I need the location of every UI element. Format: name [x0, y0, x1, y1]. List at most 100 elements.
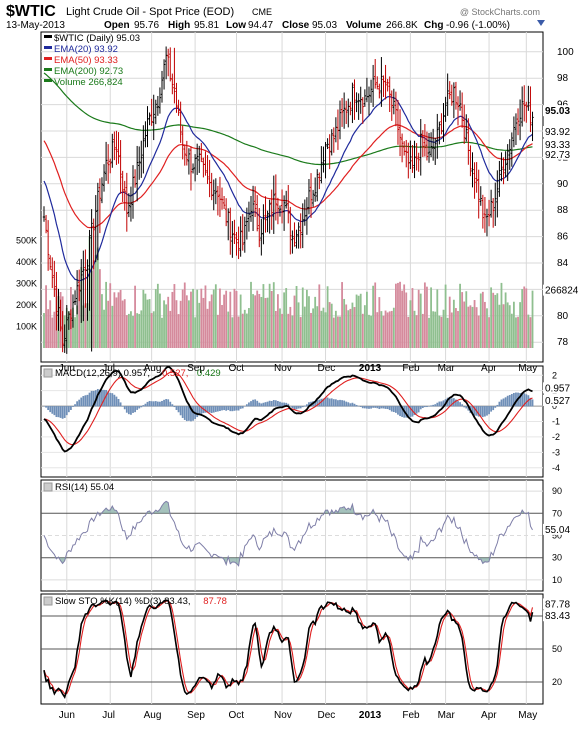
volume-bar — [194, 317, 196, 348]
symbol-title: $WTIC — [6, 3, 56, 20]
macd-histogram-bar — [91, 391, 93, 406]
volume-bar — [219, 289, 221, 348]
volume-bar — [503, 304, 505, 348]
macd-histogram-bar — [374, 406, 376, 408]
ema200-tag: 92.73 — [545, 150, 570, 161]
volume-bar — [157, 284, 159, 348]
macd-histogram-bar — [480, 406, 482, 416]
macd-histogram-bar — [335, 399, 337, 406]
macd-y-tick-label: -3 — [552, 447, 560, 457]
bottom-x-tick-label: Sep — [187, 710, 205, 721]
volume-bar — [109, 283, 111, 348]
macd-histogram-bar — [149, 401, 151, 406]
volume-bar — [155, 289, 157, 348]
macd-histogram-bar — [53, 406, 55, 415]
volume-bar — [145, 294, 147, 348]
volume-bar — [198, 303, 200, 348]
bottom-x-tick-label: Dec — [318, 710, 336, 721]
macd-tag: 0.957 — [545, 383, 570, 394]
macd-histogram-bar — [434, 404, 436, 406]
macd-histogram-bar — [484, 406, 486, 416]
macd-histogram-bar — [267, 402, 269, 407]
macd-histogram-bar — [192, 406, 194, 421]
macd-histogram-bar — [366, 406, 368, 409]
volume-bar — [296, 286, 298, 348]
volume-bar — [484, 302, 486, 348]
macd-histogram-bar — [159, 402, 161, 407]
macd-histogram-bar — [213, 406, 215, 412]
macd-histogram-bar — [118, 399, 120, 406]
price-y-tick-label: 90 — [557, 179, 569, 190]
volume-bar — [174, 284, 176, 348]
volume-bar — [238, 317, 240, 348]
volume-bar — [113, 292, 115, 348]
volume-bar — [527, 315, 529, 348]
macd-histogram-bar — [132, 406, 134, 413]
macd-histogram-bar — [302, 406, 304, 407]
macd-histogram-bar — [155, 401, 157, 406]
volume-bar — [285, 288, 287, 348]
volume-bar — [312, 308, 314, 348]
volume-y-tick-label: 500K — [16, 236, 37, 246]
macd-histogram-bar — [180, 406, 182, 415]
macd-histogram-bar — [145, 404, 147, 407]
bottom-x-tick-label: Jul — [102, 710, 115, 721]
volume-bar — [240, 295, 242, 348]
macd-histogram-bar — [49, 406, 51, 412]
macd-histogram-bar — [153, 401, 155, 406]
volume-bar — [318, 284, 320, 348]
volume-bar — [465, 291, 467, 348]
macd-histogram-bar — [126, 406, 128, 413]
volume-y-tick-label: 300K — [16, 279, 37, 289]
volume-bar — [360, 294, 362, 348]
volume-bar — [364, 305, 366, 348]
macd-histogram-bar — [161, 401, 163, 406]
close-value: 95.03 — [312, 20, 337, 31]
volume-bar — [395, 284, 397, 348]
volume-bar — [414, 311, 416, 348]
volume-bar — [412, 288, 414, 348]
volume-bar — [221, 305, 223, 348]
macd-histogram-bar — [252, 400, 254, 407]
macd-y-tick-label: -2 — [552, 432, 560, 442]
macd-histogram-bar — [182, 406, 184, 418]
macd-histogram-bar — [64, 406, 66, 418]
volume-bar — [372, 286, 374, 348]
macd-histogram-bar — [269, 401, 271, 407]
volume-bar — [486, 308, 488, 348]
rsi-legend-swatch — [44, 483, 52, 491]
volume-bar — [165, 304, 167, 348]
volume-bar — [246, 314, 248, 348]
volume-bar — [314, 297, 316, 348]
volume-bar — [453, 300, 455, 348]
volume-bar — [405, 293, 407, 348]
macd-histogram-bar — [78, 400, 80, 407]
volume-bar — [403, 284, 405, 348]
macd-histogram-bar — [532, 399, 534, 406]
volume-bar — [43, 313, 45, 348]
macd-histogram-bar — [142, 405, 144, 406]
price-legend-swatch — [44, 46, 52, 49]
macd-histogram-bar — [163, 400, 165, 407]
macd-histogram-bar — [260, 403, 262, 406]
volume-bar — [472, 307, 474, 348]
macd-histogram-bar — [240, 406, 242, 409]
volume-bar — [387, 312, 389, 348]
volume-bar — [53, 312, 55, 348]
macd-histogram-bar — [441, 401, 443, 406]
price-legend-label: EMA(20) 93.92 — [54, 44, 118, 55]
volume-bar — [451, 312, 453, 348]
volume-bar — [190, 292, 192, 348]
price-legend-label: EMA(50) 93.33 — [54, 55, 118, 66]
volume-bar — [209, 301, 211, 348]
watermark: @ StockCharts.com — [460, 7, 540, 17]
macd-histogram-bar — [258, 403, 260, 407]
volume-bar — [449, 297, 451, 348]
volume-bar — [434, 312, 436, 348]
macd-histogram-bar — [45, 406, 47, 408]
volume-bar — [416, 315, 418, 348]
macd-histogram-bar — [331, 398, 333, 406]
chg-value: -0.96 (-1.00%) — [446, 20, 510, 31]
dropdown-arrow-icon[interactable] — [537, 20, 545, 26]
